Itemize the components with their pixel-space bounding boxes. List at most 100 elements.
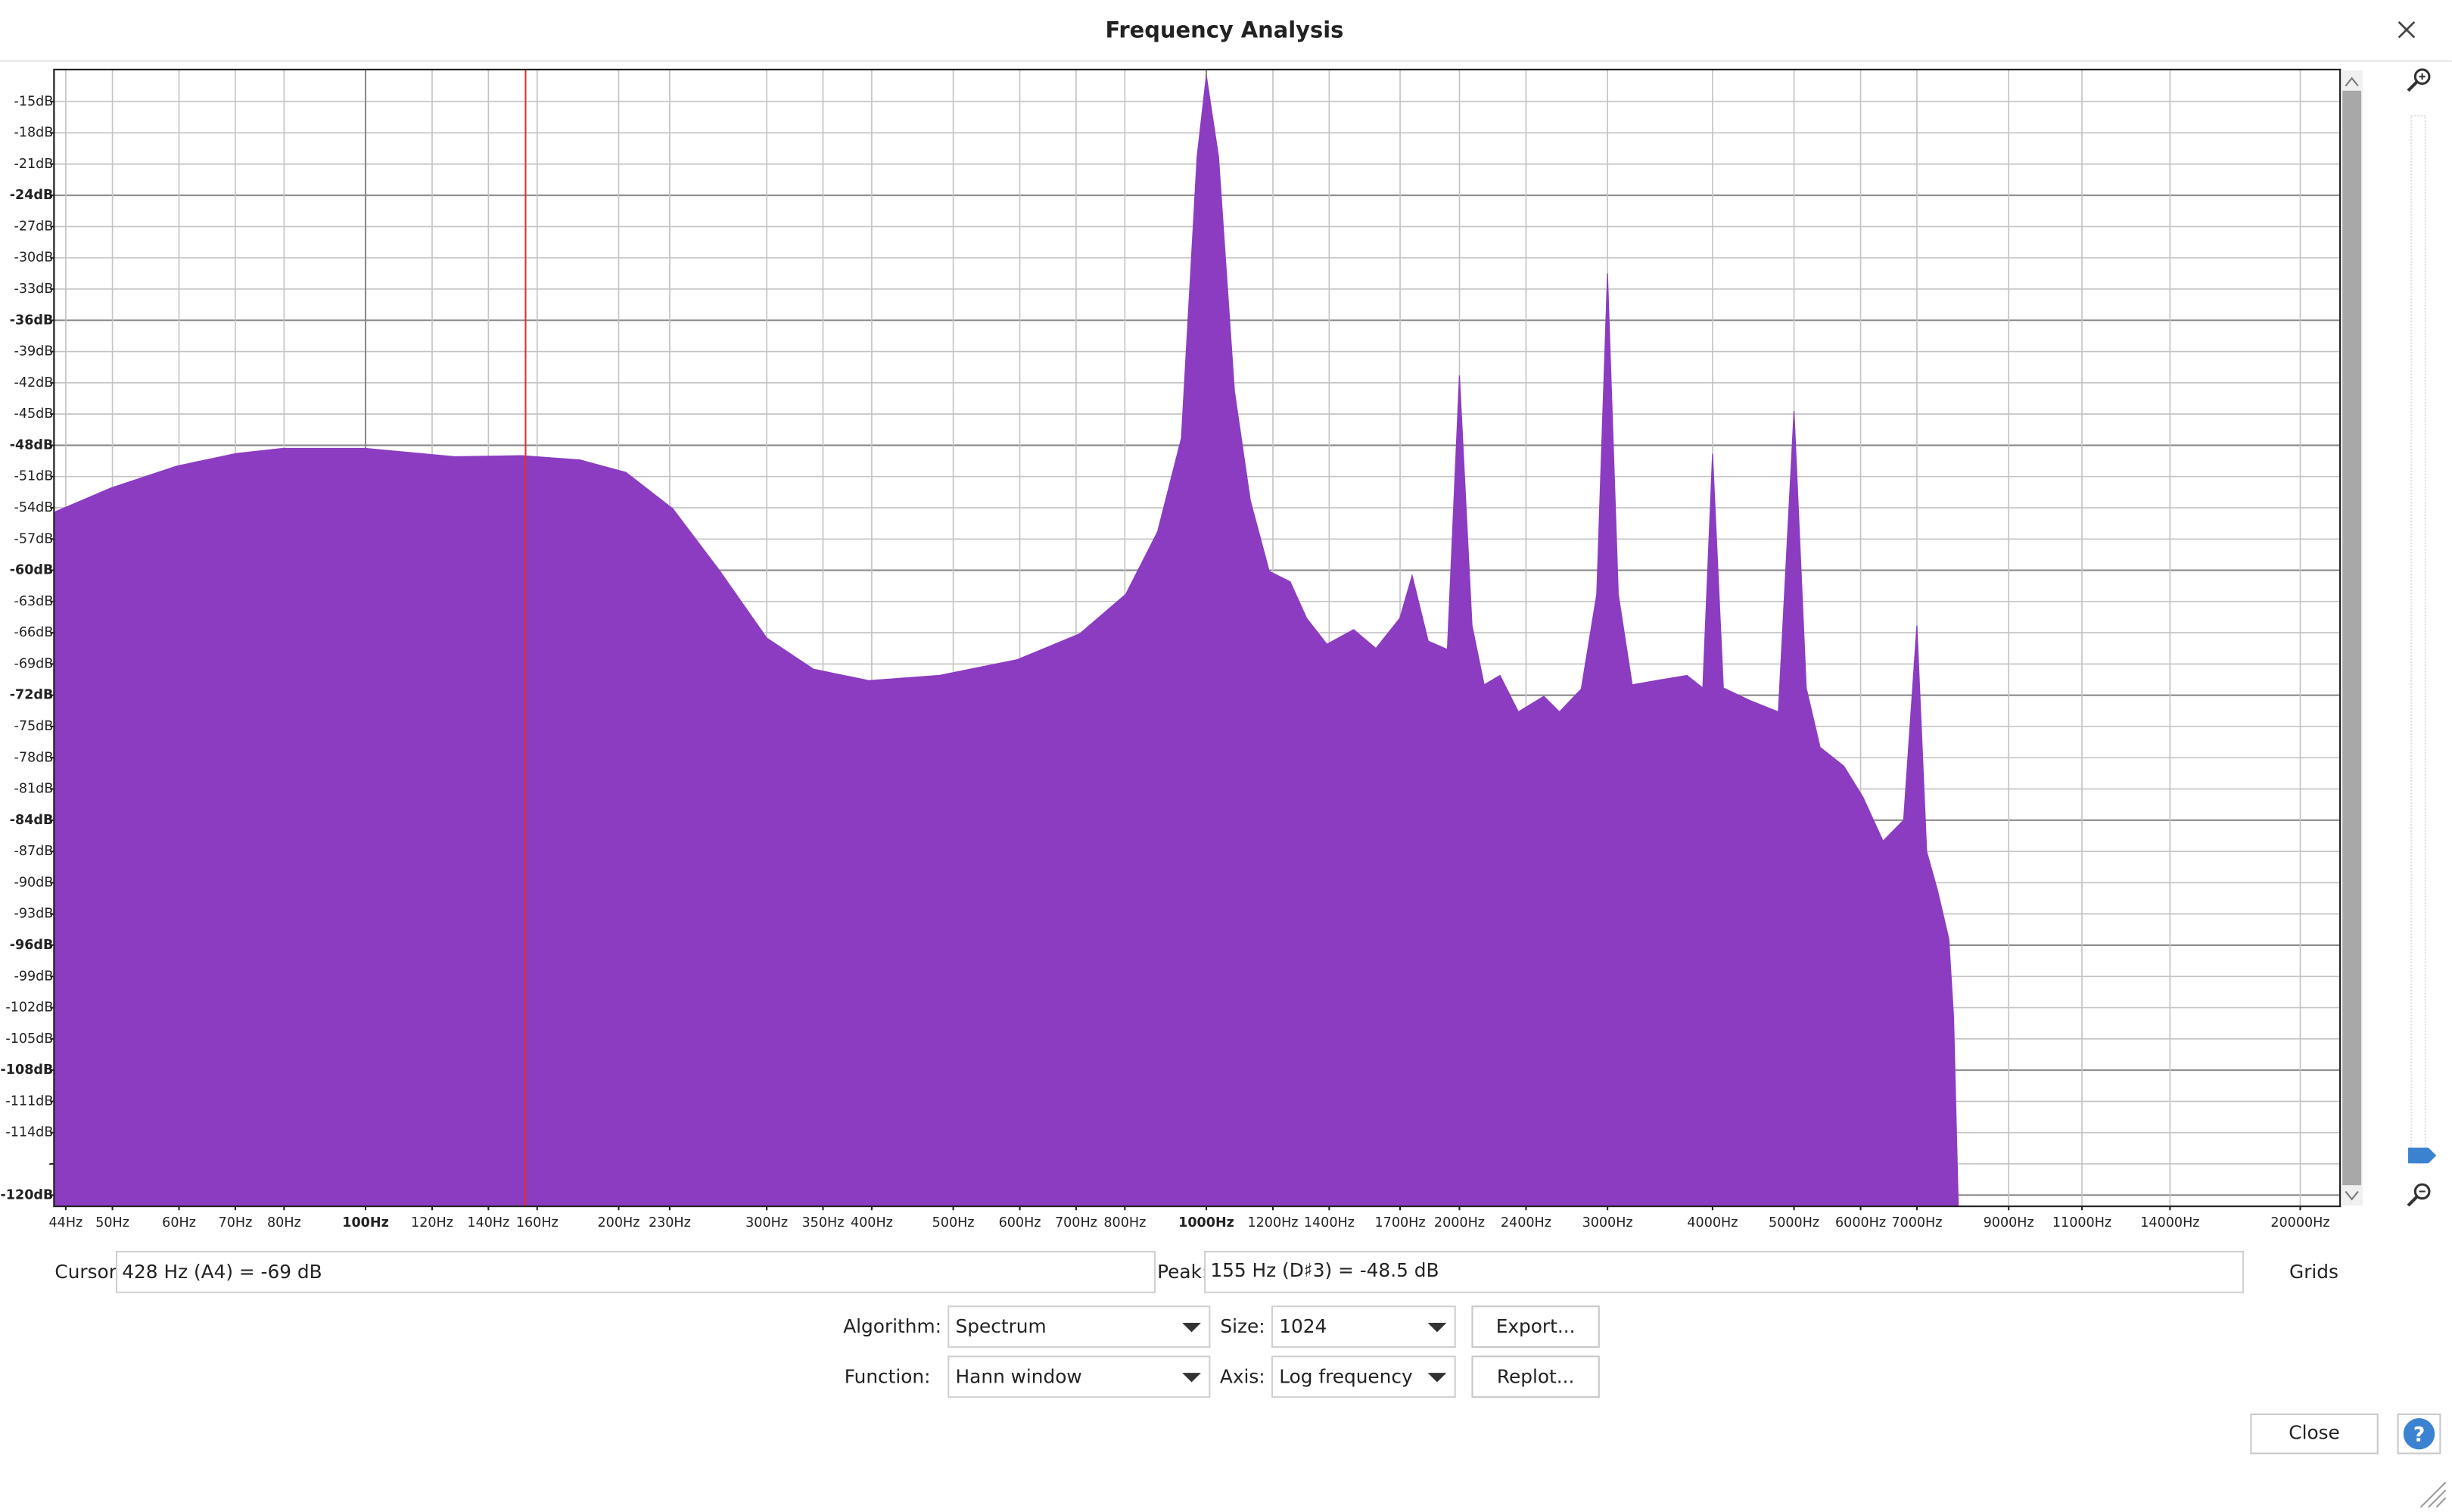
x-tick-label: 2400Hz (1501, 1215, 1551, 1230)
zoom-out[interactable] (2407, 1183, 2431, 1207)
close-button[interactable] (2250, 1413, 2379, 1454)
y-tick-label: -84dB (10, 813, 54, 828)
x-tick-label: 1200Hz (1247, 1215, 1298, 1230)
help-label: ? (2413, 1423, 2426, 1446)
dropdown-arrow (1182, 1373, 1201, 1383)
cursor-field (116, 1250, 1156, 1293)
x-tick-label: 140Hz (467, 1215, 509, 1230)
spectrum-area (54, 75, 1959, 1206)
y-tick-label: -78dB (14, 750, 54, 765)
y-tick-label: -87dB (14, 844, 54, 859)
y-tick-label: -15dB (14, 94, 54, 109)
x-tick-label: 7000Hz (1891, 1215, 1942, 1230)
x-tick-label: 300Hz (745, 1215, 788, 1230)
size-select[interactable] (1271, 1305, 1456, 1349)
y-tick-label: -75dB (14, 719, 54, 734)
x-tick-label: 3000Hz (1582, 1215, 1633, 1230)
x-tick-label: 230Hz (649, 1215, 691, 1230)
export-label: Export... (1496, 1315, 1576, 1337)
y-tick-label: -96dB (10, 938, 54, 953)
axis-select[interactable] (1271, 1355, 1456, 1398)
resize-grip[interactable] (2419, 1482, 2447, 1508)
y-tick-label: -66dB (14, 625, 54, 640)
x-tick-label: 50Hz (95, 1215, 129, 1230)
y-tick-label: -69dB (14, 656, 54, 671)
y-tick-label: -54dB (14, 500, 54, 515)
y-tick-label: -120dB (1, 1187, 54, 1202)
x-tick-label: 4000Hz (1687, 1215, 1738, 1230)
y-tick-label: -72dB (10, 688, 54, 703)
x-tick-label: 500Hz (932, 1215, 975, 1230)
x-tick-label: 20000Hz (2270, 1215, 2329, 1230)
peak-label: Peak: (1157, 1261, 1208, 1283)
y-tick-label: -27dB (14, 219, 54, 234)
function-select[interactable] (948, 1355, 1211, 1398)
axis-label: Axis: (1220, 1365, 1265, 1387)
replot-button[interactable] (1471, 1355, 1600, 1398)
x-tick-label: 5000Hz (1769, 1215, 1819, 1230)
axis-value: Log frequency (1279, 1365, 1412, 1387)
dropdown-arrow (1182, 1322, 1201, 1333)
x-tick-label: 70Hz (219, 1215, 253, 1230)
x-tick-label: 100Hz (342, 1215, 389, 1230)
y-tick-label: -33dB (14, 282, 54, 297)
x-tick-label: 1400Hz (1304, 1215, 1355, 1230)
replot-label: Replot... (1497, 1365, 1574, 1387)
y-tick-label: -42dB (14, 375, 54, 390)
y-tick-label: -36dB (10, 313, 54, 328)
y-tick-label: -57dB (14, 531, 54, 546)
y-tick-label: -45dB (14, 406, 54, 422)
y-tick-label: -24dB (10, 188, 54, 203)
grids-checkbox[interactable]: Grids (2289, 1261, 2338, 1283)
y-tick-label: -93dB (14, 907, 54, 922)
x-tick-label: 400Hz (851, 1215, 893, 1230)
zoom-in[interactable] (2407, 68, 2431, 92)
x-tick-label: 2000Hz (1434, 1215, 1485, 1230)
y-tick-label: - (48, 1156, 53, 1171)
algorithm-label: Algorithm: (843, 1315, 941, 1337)
y-tick-label: -90dB (14, 875, 54, 890)
y-tick-label: -21dB (14, 157, 54, 172)
x-tick-label: 200Hz (598, 1215, 640, 1230)
y-tick-label: -60dB (10, 563, 54, 578)
dropdown-arrow (1427, 1373, 1447, 1383)
close-x[interactable] (2398, 20, 2416, 39)
y-tick-label: -39dB (14, 344, 54, 359)
algorithm-value: Spectrum (956, 1315, 1047, 1337)
x-tick-label: 60Hz (162, 1215, 196, 1230)
x-tick-label: 6000Hz (1835, 1215, 1886, 1230)
algorithm-select[interactable] (948, 1305, 1211, 1349)
plot-border (53, 68, 2342, 1208)
x-tick-label: 600Hz (999, 1215, 1041, 1230)
function-label: Function: (845, 1365, 931, 1387)
y-tick-label: -111dB (5, 1094, 53, 1109)
y-tick-label: -63dB (14, 594, 54, 609)
y-tick-label: -30dB (14, 250, 54, 266)
y-tick-label: -105dB (5, 1031, 53, 1047)
close-label: Close (2289, 1422, 2340, 1444)
x-tick-label: 1000Hz (1178, 1215, 1234, 1230)
v-scrollbar[interactable] (2341, 70, 2363, 1206)
peak-value: 155 Hz (D♯3) = -48.5 dB (1210, 1259, 1439, 1281)
x-tick-label: 800Hz (1103, 1215, 1146, 1230)
x-tick-label: 44Hz (49, 1215, 83, 1230)
x-tick-label: 1700Hz (1375, 1215, 1426, 1230)
x-tick-label: 9000Hz (1984, 1215, 2034, 1230)
help-icon (2403, 1418, 2435, 1450)
zoom-slider[interactable] (2408, 114, 2437, 1165)
export-button[interactable] (1471, 1305, 1600, 1349)
y-tick-label: -18dB (14, 126, 54, 141)
y-tick-label: -102dB (5, 1000, 53, 1016)
x-tick-label: 700Hz (1055, 1215, 1097, 1230)
x-tick-label: 80Hz (267, 1215, 301, 1230)
function-value: Hann window (956, 1365, 1082, 1387)
y-tick-label: -48dB (10, 437, 54, 453)
y-tick-label: -81dB (14, 782, 54, 797)
y-tick-label: -99dB (14, 969, 54, 984)
dialog-title: Frequency Analysis (1106, 17, 1344, 42)
dropdown-arrow (1427, 1322, 1447, 1333)
x-tick-label: 11000Hz (2052, 1215, 2111, 1230)
x-tick-label: 14000Hz (2140, 1215, 2199, 1230)
